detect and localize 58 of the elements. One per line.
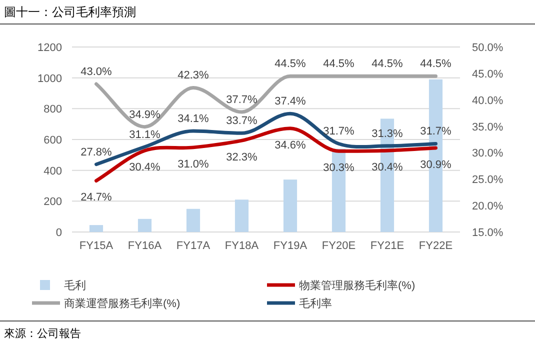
y-tick-label: 1000: [38, 72, 62, 85]
x-tick-label: FY19A: [273, 240, 308, 252]
bar: [283, 180, 298, 232]
y2-tick-label: 50.0%: [472, 42, 504, 54]
x-tick-label: FY22E: [418, 240, 453, 252]
legend-label: 毛利: [64, 279, 86, 292]
y2-tick-label: 45.0%: [472, 68, 504, 80]
data-label: 31.7%: [323, 126, 355, 138]
y-tick-label: 800: [44, 104, 62, 116]
data-label: 30.4%: [372, 162, 404, 174]
legend-label: 毛利率: [299, 297, 332, 310]
data-label: 44.5%: [420, 58, 452, 70]
x-tick-label: FY15A: [79, 240, 114, 252]
bar: [138, 218, 152, 232]
data-label: 33.7%: [226, 115, 258, 128]
data-label: 42.3%: [178, 70, 210, 82]
y-tick-label: 400: [44, 165, 62, 178]
text: 來源：公司報告: [4, 327, 81, 340]
data-label: 44.5%: [372, 58, 404, 70]
data-label: 31.0%: [178, 158, 210, 170]
bar: [234, 200, 249, 232]
y2-tick-label: 20.0%: [472, 200, 504, 213]
data-label: 34.9%: [129, 108, 161, 121]
data-label: 30.3%: [323, 162, 355, 174]
data-label: 27.8%: [80, 146, 112, 158]
x-tick-label: FY17A: [176, 240, 211, 252]
y2-tick-label: 15.0%: [472, 227, 504, 239]
y-tick-label: 600: [44, 134, 62, 146]
y2-tick-label: 25.0%: [472, 174, 504, 186]
data-label: 31.3%: [372, 128, 404, 140]
bar: [89, 225, 104, 232]
legend-label: 商業運營服務毛利率(%): [64, 297, 180, 310]
y2-tick-label: 40.0%: [472, 94, 504, 107]
data-label: 30.9%: [420, 158, 452, 171]
data-label: 34.6%: [274, 139, 306, 152]
data-label: 37.7%: [226, 94, 258, 106]
y-tick-label: 200: [44, 196, 62, 208]
data-label: 32.3%: [226, 152, 258, 164]
data-label: 37.4%: [274, 96, 306, 108]
data-label: 43.0%: [80, 66, 112, 78]
chart-title: 圖十一：公司毛利率預測: [4, 5, 136, 19]
y2-tick-label: 35.0%: [472, 121, 504, 134]
y-tick-label: 1200: [38, 42, 62, 54]
x-tick-label: FY18A: [224, 240, 260, 252]
x-tick-label: FY16A: [128, 240, 162, 252]
data-label: 44.5%: [323, 58, 355, 70]
x-tick-label: FY21E: [370, 240, 404, 252]
legend-label: 物業管理服務毛利率(%): [299, 279, 416, 292]
data-label: 30.4%: [129, 162, 161, 174]
bar: [186, 208, 200, 232]
x-tick-label: FY20E: [322, 240, 356, 252]
data-label: 24.7%: [80, 192, 112, 204]
data-label: 44.5%: [274, 58, 306, 70]
y2-tick-label: 30.0%: [472, 148, 504, 160]
data-label: 31.7%: [420, 126, 452, 138]
data-label: 34.1%: [178, 113, 210, 126]
data-label: 31.1%: [129, 128, 161, 141]
y-tick-label: 0: [56, 227, 62, 239]
